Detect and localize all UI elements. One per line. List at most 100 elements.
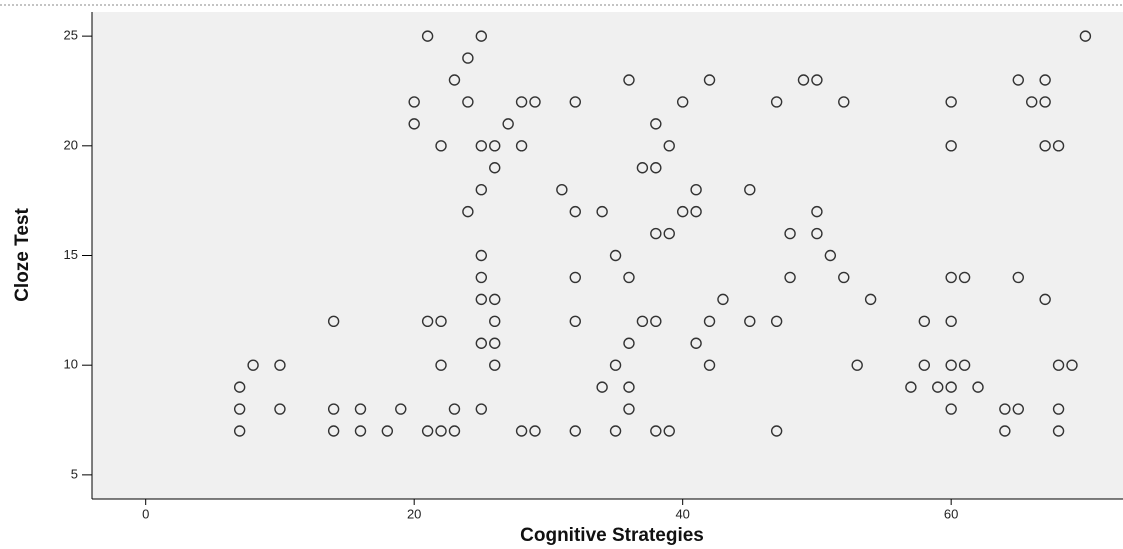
point (663, 425, 675, 437)
point (489, 162, 501, 174)
point (703, 359, 716, 371)
point (717, 293, 729, 306)
point (905, 381, 917, 393)
point (690, 205, 702, 218)
point (556, 183, 568, 196)
point (421, 30, 434, 42)
point (623, 74, 635, 86)
point (448, 403, 461, 415)
point (690, 183, 702, 196)
point (623, 337, 635, 349)
point (515, 140, 528, 152)
point (569, 271, 581, 284)
point (569, 205, 581, 218)
point (609, 425, 622, 437)
y-tick-label: 5 (71, 466, 78, 481)
point (999, 403, 1011, 415)
point (945, 315, 957, 328)
point (1052, 140, 1065, 152)
y-tick-label: 20 (64, 137, 78, 152)
point (1012, 271, 1024, 284)
point (609, 359, 622, 371)
point (838, 96, 850, 108)
point (650, 227, 662, 240)
point (918, 315, 931, 328)
point (1039, 140, 1051, 152)
point (596, 381, 608, 393)
point (945, 96, 957, 108)
point (529, 96, 541, 108)
x-tick-label: 20 (407, 506, 421, 521)
point (435, 359, 447, 371)
point (408, 96, 420, 108)
point (945, 271, 957, 284)
point (462, 52, 474, 64)
point (811, 205, 823, 218)
point (435, 425, 447, 437)
point (851, 359, 863, 371)
point (475, 183, 488, 196)
point (596, 205, 608, 218)
y-tick-label: 10 (64, 357, 78, 372)
point (1039, 293, 1051, 306)
point (1052, 403, 1065, 415)
point (650, 118, 662, 130)
point (515, 425, 528, 437)
point (824, 249, 837, 262)
point (274, 403, 286, 415)
point (1026, 96, 1038, 108)
point (381, 425, 394, 437)
x-tick-label: 60 (944, 506, 958, 521)
point (421, 425, 434, 437)
y-axis-title: Cloze Test (12, 208, 33, 302)
point (489, 315, 501, 328)
point (945, 403, 957, 415)
point (327, 425, 340, 437)
point (945, 359, 957, 371)
point (475, 30, 488, 42)
point (569, 96, 581, 108)
point (395, 403, 407, 415)
point (462, 96, 474, 108)
x-tick-label: 0 (142, 506, 149, 521)
point (1039, 96, 1051, 108)
point (569, 425, 581, 437)
point (448, 74, 461, 86)
x-tick-label: 40 (675, 506, 689, 521)
point (958, 271, 971, 284)
y-tick-label: 15 (64, 247, 78, 262)
point (932, 381, 944, 393)
point (945, 381, 957, 393)
point (918, 359, 931, 371)
point (609, 249, 622, 262)
point (784, 227, 796, 240)
point (864, 293, 877, 306)
point (421, 315, 434, 328)
point (972, 381, 984, 393)
point (475, 140, 488, 152)
point (650, 425, 662, 437)
point (811, 227, 823, 240)
point (663, 140, 675, 152)
point (999, 425, 1011, 437)
point (703, 74, 716, 86)
point (408, 118, 420, 130)
point (1079, 30, 1092, 42)
point (448, 425, 461, 437)
point (489, 140, 501, 152)
point (636, 315, 649, 328)
point (623, 381, 635, 393)
point (945, 140, 957, 152)
point (744, 183, 756, 196)
point (247, 359, 259, 371)
point (475, 337, 488, 349)
point (327, 403, 340, 415)
point (1012, 74, 1024, 86)
point (274, 359, 286, 371)
point (515, 96, 528, 108)
point (1039, 74, 1051, 86)
point (1052, 425, 1065, 437)
point (690, 337, 702, 349)
